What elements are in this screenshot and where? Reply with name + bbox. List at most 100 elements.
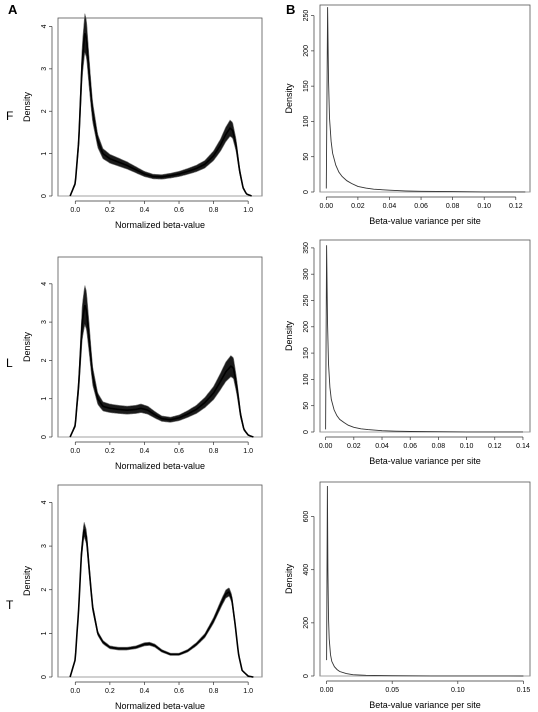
chart-panel-b-f: 0.00 0.02 0.04 0.06 0.08 0.10 0.12 0 50 100 150 200… (284, 4, 531, 226)
x-tick-label: 0.00 (320, 687, 334, 694)
x-tick-label: 0.2 (105, 448, 115, 455)
y-tick-label: 250 (303, 10, 310, 22)
x-tick-label: 0.4 (140, 688, 150, 695)
y-axis-title: Density (284, 563, 294, 594)
y-tick-label: 0 (41, 194, 48, 198)
y-tick-label: 4 (41, 24, 48, 28)
x-tick-label: 0.15 (517, 687, 531, 694)
x-tick-label: 0.14 (516, 443, 530, 450)
y-tick-label: 150 (303, 347, 310, 359)
density-sample-curve-upper (69, 13, 252, 197)
x-tick-label: 0.2 (105, 207, 115, 214)
y-axis-title: Density (284, 320, 294, 351)
y-axis-title: Density (284, 83, 294, 114)
chart-panel-a-t: 0.0 0.2 0.4 0.6 0.8 1.0 0 1 2 3 4 Normalized beta-v… (22, 484, 263, 711)
y-tick-label: 0 (41, 675, 48, 679)
charts-layer: 0.0 0.2 0.4 0.6 0.8 1.0 0 1 2 3 4 Normalized beta-v… (22, 4, 531, 711)
x-axis-title: Normalized beta-value (115, 701, 205, 711)
y-tick-label: 4 (41, 282, 48, 286)
density-curve (69, 529, 254, 678)
plot-frame (319, 239, 531, 433)
x-axis-title: Normalized beta-value (115, 461, 205, 471)
y-tick-label: 2 (41, 358, 48, 362)
y-tick-label: 1 (41, 631, 48, 635)
x-tick-label: 0.05 (385, 687, 399, 694)
density-sample-curve-upper (69, 522, 254, 678)
y-tick-label: 3 (41, 544, 48, 548)
y-tick-label: 300 (303, 268, 310, 280)
y-tick-label: 1 (41, 397, 48, 401)
density-sample-curve-lower (69, 536, 254, 678)
y-tick-label: 3 (41, 67, 48, 71)
row-label-f: F (6, 109, 13, 123)
x-tick-label: 0.08 (446, 203, 460, 210)
y-tick-label: 4 (41, 500, 48, 504)
chart-panel-b-l: 0.00 0.02 0.04 0.06 0.08 0.10 0.12 0.14 0 50 100 15… (284, 239, 531, 466)
x-tick-label: 0.04 (375, 443, 389, 450)
variance-density-curve (325, 7, 526, 193)
x-tick-label: 0.8 (209, 448, 219, 455)
x-tick-label: 0.0 (70, 448, 80, 455)
y-tick-label: 50 (303, 402, 310, 410)
panel-letter-a: A (8, 2, 18, 17)
y-tick-label: 0 (303, 674, 310, 678)
chart-panel-a-l: 0.0 0.2 0.4 0.6 0.8 1.0 0 1 2 3 4 Normalized beta-v… (22, 256, 263, 471)
y-tick-label: 0 (41, 435, 48, 439)
y-tick-label: 350 (303, 242, 310, 254)
y-tick-label: 2 (41, 109, 48, 113)
y-tick-label: 100 (303, 115, 310, 127)
x-tick-label: 1.0 (243, 207, 253, 214)
y-tick-label: 1 (41, 152, 48, 156)
x-tick-label: 0.0 (70, 688, 80, 695)
x-axis-title: Beta-value variance per site (369, 700, 481, 710)
x-axis-title: Normalized beta-value (115, 220, 205, 230)
panel-letter-b: B (286, 2, 295, 17)
x-axis-title: Beta-value variance per site (369, 456, 481, 466)
plot-frame (57, 17, 263, 197)
y-axis-title: Density (22, 565, 32, 596)
x-tick-label: 0.10 (477, 203, 491, 210)
y-tick-label: 150 (303, 80, 310, 92)
density-sample-curve-lower (69, 323, 254, 438)
x-tick-label: 0.02 (351, 203, 365, 210)
row-label-t: T (6, 598, 14, 612)
chart-panel-a-f: 0.0 0.2 0.4 0.6 0.8 1.0 0 1 2 3 4 Normalized beta-v… (22, 13, 263, 230)
x-tick-label: 0.06 (414, 203, 428, 210)
y-tick-label: 50 (303, 153, 310, 161)
y-axis-title: Density (22, 91, 32, 122)
x-tick-label: 0.12 (488, 443, 502, 450)
density-sample-band (70, 522, 254, 677)
x-tick-label: 0.2 (105, 688, 115, 695)
density-sample-band (70, 13, 252, 196)
x-tick-label: 1.0 (243, 448, 253, 455)
y-tick-label: 100 (303, 373, 310, 385)
x-tick-label: 0.0 (70, 207, 80, 214)
x-tick-label: 1.0 (243, 688, 253, 695)
y-tick-label: 0 (303, 190, 310, 194)
y-tick-label: 200 (303, 617, 310, 629)
y-tick-label: 250 (303, 295, 310, 307)
plot-frame (319, 4, 531, 193)
x-tick-label: 0.02 (347, 443, 361, 450)
density-sample-curve-lower (69, 52, 252, 197)
density-curve (69, 304, 254, 438)
x-tick-label: 0.10 (451, 687, 465, 694)
x-tick-label: 0.12 (509, 203, 523, 210)
x-tick-label: 0.04 (383, 203, 397, 210)
x-axis-title: Beta-value variance per site (369, 216, 481, 226)
y-tick-label: 600 (303, 511, 310, 523)
density-sample-band (70, 285, 254, 437)
chart-panel-b-t: 0.00 0.05 0.10 0.15 0 200 400 600 Beta-value var… (284, 481, 531, 710)
x-tick-label: 0.06 (403, 443, 417, 450)
y-tick-label: 200 (303, 321, 310, 333)
y-tick-label: 0 (303, 430, 310, 434)
x-tick-label: 0.08 (432, 443, 446, 450)
y-axis-title: Density (22, 331, 32, 362)
density-curve (69, 32, 252, 197)
x-tick-label: 0.6 (174, 207, 184, 214)
y-tick-label: 3 (41, 320, 48, 324)
x-tick-label: 0.6 (174, 688, 184, 695)
x-tick-label: 0.00 (320, 203, 334, 210)
y-tick-label: 2 (41, 588, 48, 592)
